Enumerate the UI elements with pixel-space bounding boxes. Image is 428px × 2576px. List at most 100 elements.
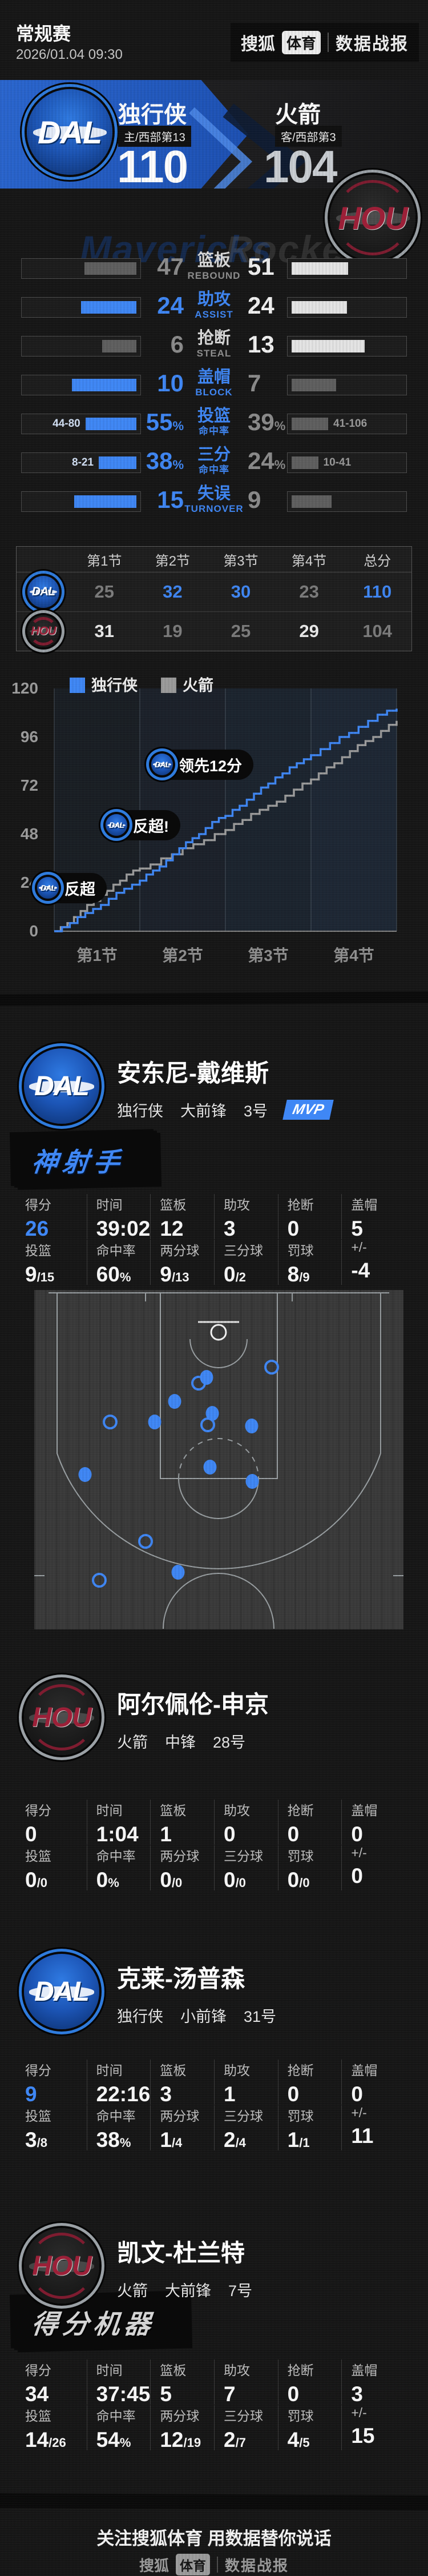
svg-text:0: 0 [29, 922, 38, 940]
away-stat-fill [292, 262, 348, 275]
stat-value: 54% [96, 2428, 131, 2451]
player-stats-row1: 得分 34 时间 37:45 篮板 5 助攻 7 抢断 0 盖帽 3 [23, 2359, 405, 2405]
home-stat-bar: 8-21 [21, 452, 141, 473]
missed-shot-dot [138, 1534, 153, 1549]
quarter-score-cell: 29 [299, 621, 319, 641]
away-stat-bar [287, 491, 407, 512]
home-stat-fill [85, 418, 136, 430]
away-stat-value: 7 [248, 370, 261, 396]
home-team-name: 独行侠 [118, 102, 187, 127]
player-stat: 罚球 1/1 [277, 2105, 342, 2152]
missed-shot-dot [103, 1415, 118, 1429]
stat-value: 0 [25, 1822, 37, 1846]
stat-label: +/- [351, 2105, 367, 2120]
quarter-header-cell: 第3节 [223, 553, 259, 569]
home-team-rank: 主/西部第13 [118, 126, 191, 147]
quarter-score-cell: 31 [94, 621, 115, 641]
away-stat-fill [292, 456, 318, 469]
player-stat: +/- -4 [341, 1240, 405, 1285]
stat-label: 篮板 [160, 2363, 187, 2378]
home-stat-fill [99, 456, 136, 469]
home-stat-detail: 44-80 [53, 418, 80, 430]
stat-compare-row: 44-80 55% 投篮 命中率 39% 41-106 [0, 404, 428, 443]
player-number: 31号 [244, 2008, 277, 2025]
stat-value: 0/2 [223, 1263, 246, 1286]
stat-compare-row: 6 抢断 STEAL 13 [0, 327, 428, 366]
home-team-logo: DAL [27, 89, 112, 175]
stat-label: 抢断 [287, 1803, 314, 1818]
stat-label: 失误 TURNOVER [184, 484, 244, 515]
home-stat-bar [21, 375, 141, 395]
home-stat-bar [21, 258, 141, 279]
away-team-abbr: HOU [338, 199, 407, 236]
stat-label: 盖帽 [351, 2363, 378, 2378]
court-lines [34, 1292, 403, 1629]
made-shot-dot [148, 1415, 161, 1429]
stat-label: 时间 [96, 2363, 123, 2378]
game-type-title: 常规赛 [16, 23, 71, 44]
svg-text:独行侠: 独行侠 [91, 676, 138, 694]
svg-text:72: 72 [21, 776, 38, 794]
stat-value: 12/19 [160, 2428, 201, 2451]
quarter-score-table: 第1节 第2节 第3节 第4节 总分 DAL 25 32 30 23 110 HOU 31 19 25 29 1… [16, 546, 412, 651]
stat-label: 助攻 ASSIST [195, 290, 233, 321]
stat-value: 0 [287, 1822, 300, 1846]
quarter-header-cell: 第4节 [291, 553, 327, 569]
svg-text:火箭: 火箭 [183, 676, 213, 694]
home-stat-fill [84, 262, 136, 275]
scoreboard: Mavericks Rockets DAL 独行侠 主/西部第13 110 HO… [0, 80, 428, 270]
stat-label: 抢断 [287, 2363, 314, 2378]
stat-label: 得分 [25, 1803, 51, 1818]
brand-divider [217, 2557, 218, 2573]
player-stat: 抢断 0 [277, 1800, 342, 1846]
stat-label: 抢断 STEAL [196, 329, 232, 359]
player-subline: 火箭 大前锋 7号 [117, 2278, 252, 2301]
stat-value: 22:16 [96, 2082, 151, 2106]
section-divider [0, 991, 428, 1006]
stat-label: 三分 命中率 [197, 446, 231, 476]
made-shot-dot [200, 1370, 213, 1385]
stat-label: 命中率 [96, 2409, 136, 2423]
player-stat: 抢断 0 [277, 2060, 342, 2105]
stat-compare-row: 10 盖帽 BLOCK 7 [0, 366, 428, 404]
player-stat: 三分球 2/7 [213, 2405, 278, 2450]
home-team-abbr: DAL [37, 114, 102, 150]
player-stat: 罚球 8/9 [277, 1240, 342, 1285]
stat-value: 0 [287, 2382, 300, 2406]
away-stat-bar: 10-41 [287, 452, 407, 473]
player-number: 3号 [244, 1103, 268, 1120]
dal-mini-logo: DAL [37, 877, 59, 899]
dal-mini-logo: DAL [24, 1048, 99, 1124]
missed-shot-dot [264, 1360, 279, 1375]
player-position: 大前锋 [180, 1103, 227, 1120]
home-team-score: 110 [117, 141, 188, 192]
player-position: 中锋 [165, 1734, 196, 1751]
home-stat-bar [21, 491, 141, 512]
stat-compare-row: 15 失误 TURNOVER 9 [0, 482, 428, 521]
stat-value: 26 [25, 1217, 49, 1240]
player-stat: 助攻 1 [213, 2060, 278, 2105]
brand-lockup: 搜狐 体育 数据战报 [230, 23, 419, 62]
mvp-badge: MVP [282, 1100, 334, 1120]
player-stat: +/- 15 [341, 2405, 405, 2450]
stat-value: 60% [96, 1263, 131, 1286]
chart-annotation-pill: DAL 反超 [32, 872, 107, 903]
stat-value: 0/0 [287, 1868, 310, 1892]
player-club: 独行侠 [117, 2008, 163, 2025]
player-stat: 两分球 0/0 [150, 1845, 214, 1890]
made-shot-dot [78, 1467, 92, 1482]
player-stats-row2: 投篮 9/15 命中率 60% 两分球 9/13 三分球 0/2 罚球 8/9 +/- -4 [23, 1240, 405, 1285]
quarter-score-cell: 30 [231, 582, 251, 602]
home-stat-value: 6 [170, 331, 184, 358]
stat-label: 投篮 [25, 1849, 51, 1864]
player-stat: 抢断 0 [277, 1194, 342, 1239]
stat-value: 39:02 [96, 1217, 151, 1240]
stat-label: 助攻 [223, 2063, 250, 2078]
stat-label: 三分球 [223, 2409, 263, 2423]
away-stat-bar: 41-106 [287, 414, 407, 434]
footer-brand-lockup: 搜狐 体育 数据战报 [0, 2554, 428, 2575]
player-stat: 助攻 0 [213, 1800, 278, 1845]
stat-value: 1/1 [287, 2128, 310, 2152]
quarter-score-cell: 25 [94, 582, 115, 602]
player-stat: 两分球 9/13 [150, 1240, 214, 1285]
